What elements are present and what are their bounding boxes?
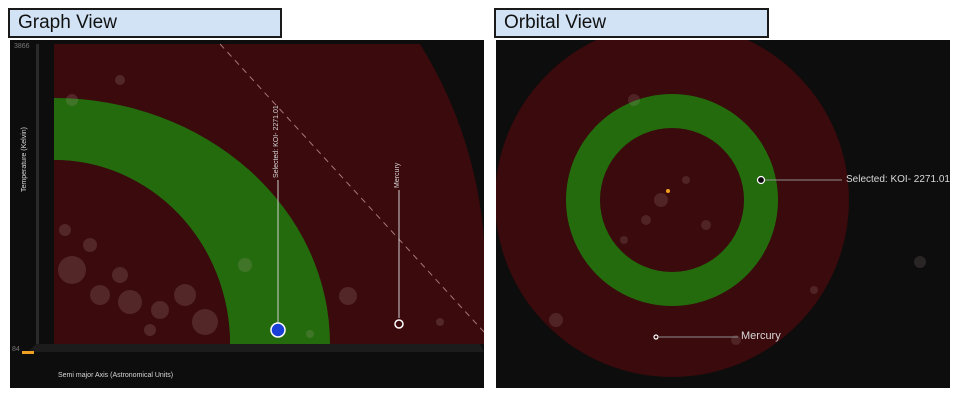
selected-planet-label: Selected: KOI- 2271.01 (273, 105, 280, 178)
mercury-marker[interactable] (394, 319, 404, 329)
mercury-label: Mercury (394, 162, 401, 188)
graph-view-tab[interactable]: Graph View (8, 8, 282, 38)
habitable-zone (54, 98, 330, 344)
orbital-view-tab[interactable]: Orbital View (494, 8, 769, 38)
orbital-selected-planet-marker[interactable] (756, 175, 766, 185)
origin-marker (22, 351, 34, 354)
y-axis-max-tick: 3866 (14, 43, 30, 50)
graph-view-title: Graph View (18, 12, 117, 33)
y-axis-line (36, 44, 39, 344)
inner-zone (54, 160, 230, 344)
orbital-mercury-marker[interactable] (653, 334, 659, 340)
graph-view-panel[interactable]: 3866 84 Temperature (Kelvin) Semi major … (10, 40, 484, 388)
selected-planet-marker[interactable] (270, 322, 286, 338)
x-axis-plane (28, 344, 484, 352)
graph-view-canvas[interactable] (10, 40, 484, 388)
orbital-mercury-label: Mercury (741, 330, 781, 342)
orbital-view-title: Orbital View (504, 12, 607, 33)
x-axis-label: Semi major Axis (Astronomical Units) (58, 372, 174, 379)
orbital-view-canvas[interactable] (496, 40, 950, 388)
orbital-view-panel[interactable]: Selected: KOI- 2271.01 Mercury (496, 40, 950, 388)
orbital-inner-zone (600, 128, 744, 272)
planet-cloud (58, 75, 444, 338)
host-star (666, 189, 670, 193)
orbital-selected-planet-label: Selected: KOI- 2271.01 (846, 174, 950, 185)
y-axis-min-tick: 84 (12, 346, 20, 353)
y-axis-label: Temperature (Kelvin) (21, 127, 28, 192)
